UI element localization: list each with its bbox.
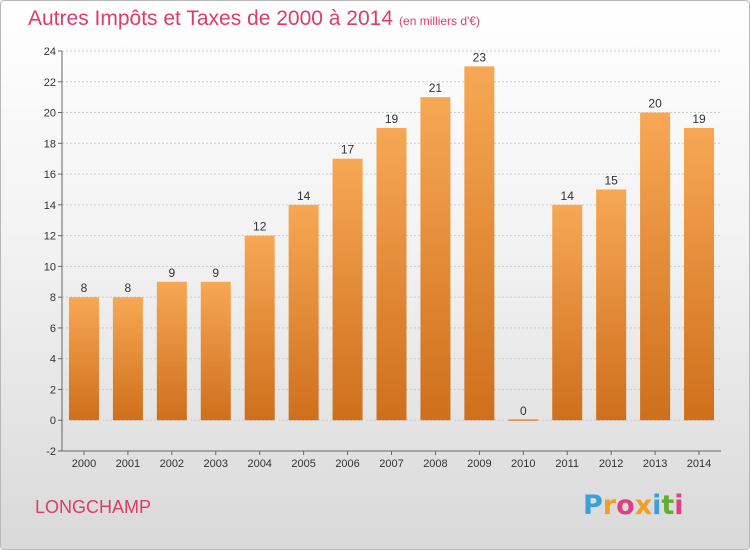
data-label: 14 — [297, 189, 311, 203]
data-label: 15 — [604, 173, 618, 187]
x-tick-label: 2000 — [72, 458, 96, 470]
data-label: 9 — [168, 266, 175, 280]
logo-letter: i — [652, 490, 662, 521]
logo-letter: o — [616, 490, 635, 521]
y-tick-label: 4 — [50, 354, 56, 366]
x-tick-label: 2003 — [204, 458, 228, 470]
y-tick-label: 10 — [44, 261, 56, 273]
bar — [376, 127, 407, 421]
bar — [684, 127, 715, 421]
y-tick-label: 6 — [50, 323, 56, 335]
data-label: 12 — [253, 220, 267, 234]
x-tick-label: 2001 — [116, 458, 140, 470]
x-tick-label: 2011 — [555, 458, 579, 470]
y-tick-label: 0 — [50, 415, 56, 427]
bar — [640, 112, 671, 421]
title-unit: (en milliers d'€) — [399, 14, 481, 28]
y-tick-label: 8 — [50, 292, 56, 304]
x-tick-label: 2009 — [467, 458, 491, 470]
x-tick-label: 2014 — [687, 458, 711, 470]
logo-letter: r — [602, 490, 617, 521]
logo-letter: P — [583, 490, 603, 521]
logo-letter: i — [674, 490, 684, 521]
x-tick-label: 2006 — [335, 458, 359, 470]
bar — [200, 281, 231, 421]
bar — [288, 204, 319, 421]
bar — [332, 158, 363, 421]
x-tick-label: 2007 — [379, 458, 403, 470]
data-label: 0 — [520, 404, 527, 418]
location-label: LONGCHAMP — [35, 497, 152, 517]
data-label: 20 — [648, 97, 662, 111]
data-label: 21 — [429, 81, 443, 95]
data-label: 23 — [473, 50, 487, 64]
x-tick-label: 2004 — [247, 458, 271, 470]
data-label: 17 — [341, 143, 355, 157]
bar — [552, 204, 583, 421]
logo-letter: t — [661, 490, 675, 521]
title-main: Autres Impôts et Taxes de 2000 à 2014 — [28, 7, 394, 30]
y-tick-label: 2 — [50, 384, 56, 396]
x-tick-label: 2008 — [423, 458, 447, 470]
bar — [68, 297, 99, 421]
x-tick-label: 2010 — [511, 458, 535, 470]
y-tick-label: 16 — [44, 169, 56, 181]
data-label: 9 — [212, 266, 219, 280]
bar — [244, 235, 275, 421]
y-tick-label: 20 — [44, 108, 56, 120]
bar — [508, 419, 539, 421]
data-label: 19 — [385, 112, 399, 126]
proxiti-logo: Proxiti — [583, 490, 684, 521]
chart-title: Autres Impôts et Taxes de 2000 à 2014 (en… — [28, 7, 480, 31]
data-label: 8 — [125, 281, 132, 295]
x-tick-label: 2013 — [643, 458, 667, 470]
y-tick-label: 18 — [44, 138, 56, 150]
bar — [156, 281, 187, 421]
data-label: 14 — [561, 189, 575, 203]
y-tick-label: 12 — [44, 231, 56, 243]
data-label: 8 — [81, 281, 88, 295]
y-tick-label: 22 — [44, 77, 56, 89]
bar — [464, 66, 495, 421]
y-tick-label: 14 — [44, 200, 56, 212]
x-tick-label: 2005 — [291, 458, 315, 470]
bar — [420, 97, 451, 421]
bar — [596, 189, 627, 421]
data-label: 19 — [692, 112, 706, 126]
y-tick-label: 24 — [44, 46, 56, 58]
bar — [112, 297, 143, 421]
x-tick-label: 2002 — [160, 458, 184, 470]
y-tick-label: -2 — [46, 446, 56, 458]
logo-letter: x — [634, 490, 653, 521]
x-tick-label: 2012 — [599, 458, 623, 470]
